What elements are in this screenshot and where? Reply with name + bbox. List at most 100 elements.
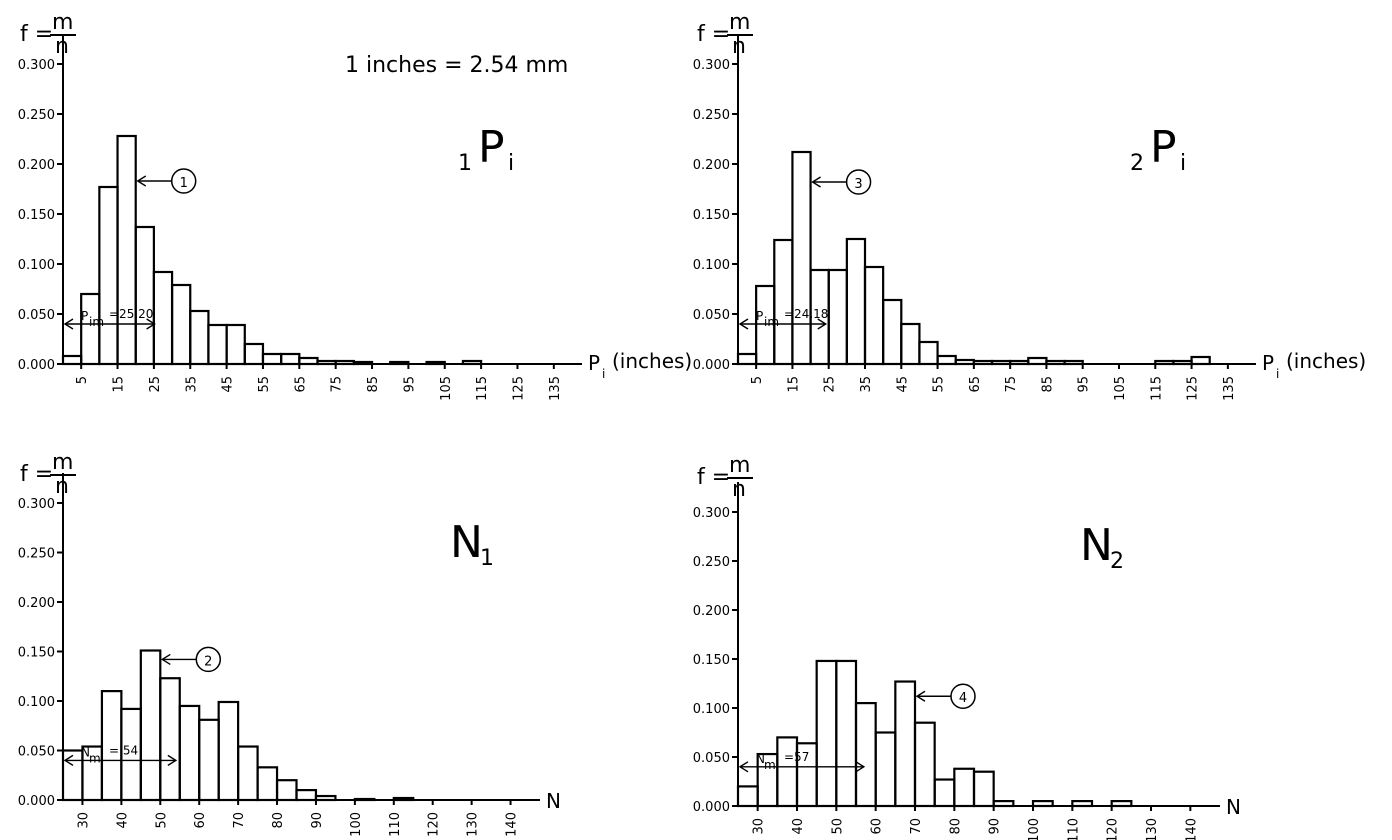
mean-label-value: =25.20 <box>109 307 153 321</box>
mean-label-value: = 54 <box>109 743 138 757</box>
y-axis-label-numerator: m <box>52 10 73 35</box>
histogram-bar <box>972 770 995 808</box>
histogram-bar <box>1172 359 1193 366</box>
y-tick-label: 0.150 <box>18 646 55 661</box>
histogram-bar <box>815 659 838 808</box>
x-tick-label: 55 <box>932 376 947 393</box>
histogram-bar <box>298 356 319 366</box>
x-tick-label: 120 <box>427 812 442 837</box>
y-tick-label: 0.250 <box>18 108 55 123</box>
histogram-bar <box>280 352 301 366</box>
x-tick-label: 135 <box>1222 376 1237 401</box>
x-axis-label: (inches) <box>1286 349 1366 373</box>
histogram-bar <box>316 359 337 366</box>
histogram-bar <box>953 767 976 808</box>
y-tick-label: 0.200 <box>18 158 55 173</box>
mean-arrowhead-left <box>63 318 74 330</box>
histogram-bar <box>314 794 337 802</box>
histogram-bar <box>845 237 867 366</box>
x-tick-label: 30 <box>76 812 91 829</box>
histogram-bar <box>237 745 259 802</box>
x-axis-label-subscript: i <box>1276 367 1279 381</box>
y-tick-label: 0.050 <box>18 745 55 760</box>
y-axis-label-lhs: f = <box>697 465 730 490</box>
mean-label-value: =24.18 <box>784 307 828 321</box>
histogram-bar <box>894 680 917 808</box>
histogram-bar <box>835 659 858 808</box>
histogram-bar <box>1031 799 1054 808</box>
y-tick-label: 0.050 <box>18 308 55 323</box>
x-tick-label: 105 <box>1113 376 1128 401</box>
histogram-bar <box>1190 355 1211 366</box>
y-tick-label: 0.200 <box>18 596 55 611</box>
x-tick-label: 65 <box>293 376 308 393</box>
histogram-bar <box>913 721 936 808</box>
histogram-bar <box>1009 359 1030 366</box>
x-tick-label: 125 <box>1186 376 1201 401</box>
marker-arrowhead <box>915 690 926 702</box>
y-tick-label: 0.150 <box>693 653 730 668</box>
chart-title-subscript: i <box>508 151 514 176</box>
histogram-bar <box>933 778 956 808</box>
histogram-panel-1pi: 0.000 0.050 0.100 0.150 0.200 0.250 0.300 5 15 25… <box>18 10 692 401</box>
histogram-bar <box>198 718 220 802</box>
y-tick-label: 0.100 <box>693 258 730 273</box>
x-tick-label: 60 <box>870 818 885 835</box>
histogram-bar <box>178 704 201 802</box>
chart-title: P <box>478 122 505 173</box>
mean-arrowhead-right <box>817 318 828 330</box>
header-note: 1 inches = 2.54 mm <box>345 53 568 78</box>
y-tick-label: 0.250 <box>693 555 730 570</box>
y-tick-label: 0.000 <box>693 800 730 815</box>
chart-title-prefix: 1 <box>458 151 472 176</box>
y-tick-label: 0.050 <box>693 751 730 766</box>
x-tick-label: 90 <box>988 818 1003 835</box>
x-tick-label: 110 <box>388 812 403 837</box>
mean-arrowhead-left <box>738 761 749 773</box>
y-axis-label-numerator: m <box>52 450 73 475</box>
histogram-bar <box>874 731 897 808</box>
histogram-bar <box>261 352 283 366</box>
histogram-bar <box>334 359 355 366</box>
marker-arrowhead <box>160 653 171 666</box>
x-tick-label: 35 <box>184 376 199 393</box>
y-axis-label-denominator: n <box>55 474 69 499</box>
y-axis-label-numerator: m <box>729 10 750 35</box>
y-axis-label-denominator: n <box>55 34 69 59</box>
marker-label: 1 <box>180 176 188 191</box>
histogram-bar <box>98 185 119 366</box>
mean-label-value: =57 <box>784 750 809 764</box>
x-tick-label: 5 <box>750 376 765 384</box>
x-tick-label: 135 <box>548 376 563 401</box>
histogram-bar <box>159 677 181 802</box>
histogram-bar <box>1110 799 1133 808</box>
x-tick-label: 100 <box>349 812 364 837</box>
x-tick-label: 130 <box>466 812 481 837</box>
x-tick-label: 15 <box>112 376 127 393</box>
x-tick-label: 50 <box>154 812 169 829</box>
histogram-bar <box>353 797 376 802</box>
mean-label-symbol: N <box>81 745 90 759</box>
histogram-bar <box>217 700 240 802</box>
y-tick-label: 0.300 <box>693 58 730 73</box>
histogram-bar <box>1154 359 1175 366</box>
histogram-bar <box>170 283 192 366</box>
marker-label: 4 <box>959 691 967 706</box>
histogram-bar <box>295 788 318 802</box>
x-tick-label: 140 <box>1184 818 1199 840</box>
x-tick-label: 75 <box>330 376 345 393</box>
y-tick-label: 0.300 <box>18 58 55 73</box>
marker-label: 3 <box>854 177 862 192</box>
histogram-bar <box>392 796 415 802</box>
x-tick-label: 40 <box>115 812 130 829</box>
histogram-bar <box>854 701 877 808</box>
x-tick-label: 70 <box>232 812 247 829</box>
histogram-bar <box>207 323 228 366</box>
histogram-bar <box>116 134 137 366</box>
histogram-bar <box>189 309 210 366</box>
histogram-panel-n1: 0.000 0.050 0.100 0.150 0.200 0.250 0.300 30 40 5… <box>18 450 561 837</box>
mean-arrowhead-right <box>167 754 178 766</box>
histogram-bar <box>936 354 957 366</box>
y-tick-label: 0.150 <box>18 208 55 223</box>
histogram-bar <box>1045 359 1066 366</box>
